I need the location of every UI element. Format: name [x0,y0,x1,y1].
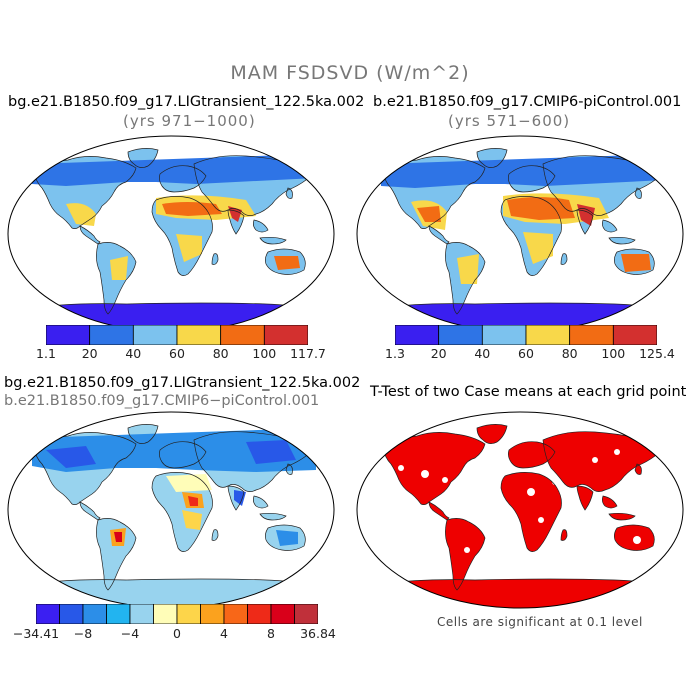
colorbar-swatch [270,604,295,624]
colorbar-swatch [612,325,657,345]
cbar1-tick: 1.1 [36,346,56,361]
colorbar-swatch [176,604,201,624]
colorbar-swatch [481,325,527,345]
colorbar-swatch [220,325,265,345]
colorbar-swatch [129,604,154,624]
panel2-case-title: b.e21.B1850.f09_g17.CMIP6-piControl.001 [373,94,682,110]
cbar2-tick: 20 [430,346,447,361]
panel3-case-title: bg.e21.B1850.f09_g17.LIGtransient_122.5k… [4,375,361,391]
colorbar-swatch [176,325,222,345]
significance-note: Cells are significant at 0.1 level [437,615,643,629]
colorbar-swatch [247,604,272,624]
colorbar-swatch [82,604,107,624]
cbar1-tick: 80 [212,346,229,361]
colorbar-swatch [89,325,134,345]
colorbar-swatch [569,325,614,345]
colorbar-swatch [153,604,178,624]
panel4-title: T-Test of two Case means at each grid po… [370,384,687,400]
colorbar-panel3-labels: −34.41 −8 −4 0 4 8 36.84 [13,626,336,642]
figure-title: MAM FSDSVD (W/m^2) [230,62,470,84]
panel1-case-title: bg.e21.B1850.f09_g17.LIGtransient_122.5k… [8,94,365,110]
colorbar-swatch [223,604,248,624]
cbar1-tick: 60 [169,346,185,361]
colorbar-panel3 [36,604,318,624]
cbar3-tick: 0 [173,626,181,641]
colorbar-panel1-labels: 1.1 20 40 60 80 100 117.7 [36,346,326,362]
cbar2-tick: 100 [601,346,626,361]
cbar2-tick: 40 [474,346,491,361]
colorbar-swatch [438,325,483,345]
cbar2-tick: 1.3 [385,346,405,361]
cbar2-tick: 60 [518,346,534,361]
cbar1-tick: 100 [252,346,277,361]
colorbar-swatch [294,604,318,624]
colorbar-panel2-labels: 1.3 20 40 60 80 100 125.4 [385,346,675,362]
cbar3-tick: −34.41 [12,626,60,641]
map-panel3 [7,411,335,609]
map-panel1 [7,135,335,333]
colorbar-swatch [263,325,308,345]
cbar3-tick: 8 [267,626,275,641]
panel2-years: (yrs 571−600) [448,112,571,130]
cbar3-tick: −8 [73,626,93,641]
colorbar-swatch [36,604,60,624]
cbar1-tick: 20 [81,346,98,361]
colorbar-swatch [46,325,91,345]
colorbar-swatch [59,604,84,624]
map-panel4 [356,411,684,609]
map-panel2 [356,135,684,333]
cbar3-tick: 36.84 [300,626,336,641]
colorbar-panel1 [46,325,308,345]
cbar3-tick: −4 [120,626,140,641]
colorbar-panel2 [395,325,657,345]
colorbar-swatch [525,325,571,345]
cbar2-tick: 80 [561,346,578,361]
colorbar-swatch [200,604,225,624]
colorbar-swatch [106,604,131,624]
cbar1-tick: 117.7 [290,346,326,361]
colorbar-swatch [395,325,440,345]
panel3-case2-title: b.e21.B1850.f09_g17.CMIP6−piControl.001 [4,393,320,409]
cbar3-tick: 4 [220,626,228,641]
colorbar-swatch [132,325,178,345]
cbar1-tick: 40 [125,346,142,361]
panel1-years: (yrs 971−1000) [123,112,256,130]
cbar2-tick: 125.4 [639,346,675,361]
